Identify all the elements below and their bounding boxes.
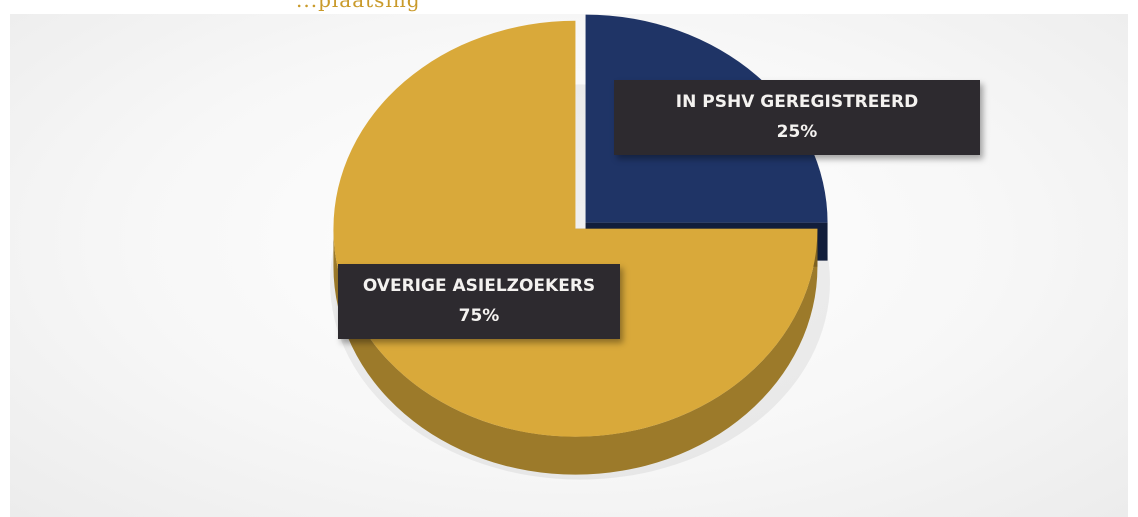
label-overige: OVERIGE ASIELZOEKERS 75% [338,264,620,339]
label-pshv-value: 25% [776,122,818,142]
label-pshv: IN PSHV GEREGISTREERD 25% [614,80,980,155]
chart-panel: IN PSHV GEREGISTREERD 25% OVERIGE ASIELZ… [10,14,1128,517]
label-overige-value: 75% [458,306,500,326]
label-overige-name: OVERIGE ASIELZOEKERS [362,276,596,296]
partial-header-text: ...plaatsing [296,0,421,12]
label-pshv-name: IN PSHV GEREGISTREERD [675,92,919,112]
top-strip: ...plaatsing [0,0,1138,14]
